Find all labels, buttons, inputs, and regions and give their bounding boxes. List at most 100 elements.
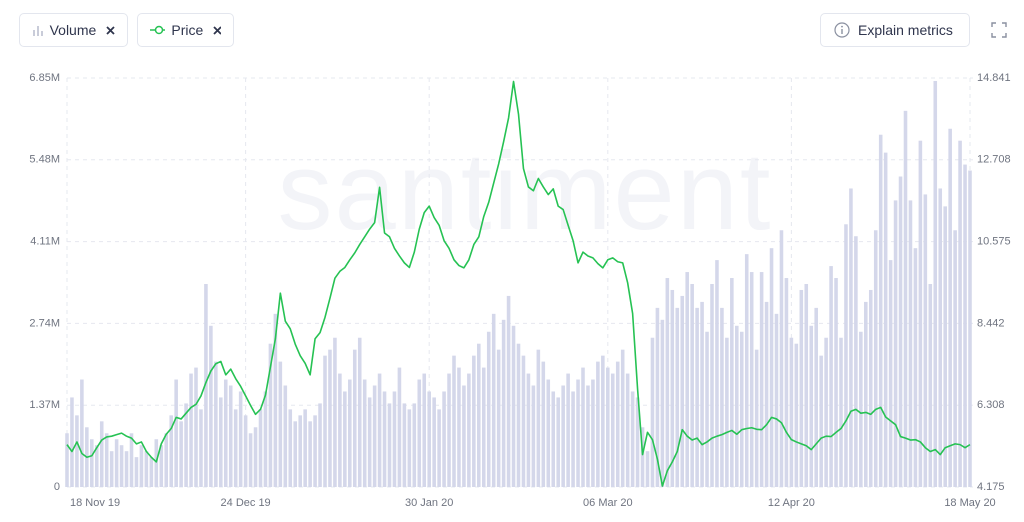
volume-bar <box>665 278 670 487</box>
volume-bar <box>219 397 223 487</box>
volume-bar <box>477 343 481 487</box>
volume-icon <box>33 26 43 36</box>
volume-bar <box>278 361 283 487</box>
volume-bar <box>551 391 556 487</box>
volume-bar <box>546 379 551 487</box>
volume-toggle[interactable]: Volume <box>19 13 128 47</box>
y2-tick-label: 6.308 <box>977 399 1005 411</box>
volume-bar <box>923 194 928 487</box>
volume-bar <box>794 343 799 487</box>
volume-bar <box>918 140 923 488</box>
volume-bar <box>749 272 754 487</box>
volume-bar <box>402 403 407 487</box>
volume-bar <box>764 301 769 487</box>
volume-bar <box>943 206 947 488</box>
volume-bar <box>606 367 610 487</box>
remove-icon[interactable] <box>213 25 221 35</box>
x-tick-label: 06 Mar 20 <box>583 497 633 509</box>
volume-bar <box>670 289 675 487</box>
volume-bar <box>601 355 605 487</box>
price-line <box>66 80 971 487</box>
volume-bar <box>819 355 823 487</box>
volume-bar <box>303 409 307 487</box>
volume-bar <box>720 307 724 487</box>
volume-bar <box>928 283 933 487</box>
volume-bar <box>427 391 431 487</box>
volume-bar <box>199 409 203 487</box>
volume-bar <box>948 128 952 487</box>
y-tick-label: 6.85M <box>29 72 60 84</box>
volume-bar <box>124 451 129 487</box>
price-icon <box>150 25 166 35</box>
volume-bar <box>635 397 640 487</box>
volume-bar <box>243 415 248 487</box>
volume-bar <box>660 319 665 487</box>
volume-bar <box>119 445 124 487</box>
volume-bar <box>288 409 293 487</box>
volume-bar <box>645 451 650 487</box>
volume-bar <box>640 427 645 487</box>
volume-bar <box>536 349 541 487</box>
volume-bar <box>377 373 382 487</box>
volume-bar <box>129 433 134 487</box>
volume-bar <box>620 349 625 487</box>
volume-bar <box>873 230 878 487</box>
volume-bar <box>352 349 357 487</box>
volume-bar <box>149 457 154 487</box>
volume-bar <box>328 349 332 487</box>
volume-bar <box>258 409 263 487</box>
volume-bar <box>680 295 685 487</box>
volume-bar <box>159 445 164 487</box>
volume-bar <box>214 361 218 487</box>
volume-bar <box>397 367 402 487</box>
volume-bar <box>90 439 94 487</box>
volume-bar <box>849 188 853 488</box>
volume-bar <box>174 379 178 487</box>
volume-bar <box>744 254 749 487</box>
volume-bar <box>318 403 322 487</box>
info-icon <box>834 22 850 38</box>
volume-bar <box>109 451 114 487</box>
volume-bar <box>591 379 595 487</box>
y2-tick-label: 10.575 <box>977 235 1011 247</box>
volume-bar <box>958 140 962 488</box>
x-tick-label: 18 May 20 <box>944 497 995 509</box>
x-tick-label: 30 Jan 20 <box>405 497 453 509</box>
price-toggle[interactable]: Price <box>137 13 234 47</box>
volume-bar <box>814 307 818 487</box>
fullscreen-button[interactable] <box>991 22 1007 38</box>
volume-bar <box>283 385 288 487</box>
volume-bar <box>730 278 734 487</box>
volume-bar <box>561 385 565 487</box>
volume-bar <box>223 379 228 487</box>
y-tick-label: 5.48M <box>29 154 60 166</box>
volume-bar <box>253 427 258 487</box>
volume-bar <box>134 457 139 487</box>
volume-bar <box>809 325 814 487</box>
y2-tick-label: 14.841 <box>977 72 1011 84</box>
volume-bar <box>630 391 635 487</box>
volume-bar <box>779 230 784 487</box>
volume-bar <box>75 415 79 487</box>
volume-bar <box>774 313 779 487</box>
volume-bar <box>898 176 903 487</box>
volume-bar <box>610 373 615 487</box>
volume-bar <box>467 373 471 487</box>
explain-metrics-button[interactable]: Explain metrics <box>820 13 970 47</box>
volume-bar <box>650 337 655 487</box>
volume-bar <box>372 385 377 487</box>
volume-bar <box>963 164 967 487</box>
y-tick-label: 4.11M <box>30 236 60 248</box>
volume-bar <box>308 421 312 487</box>
remove-icon[interactable] <box>106 25 115 35</box>
volume-bar <box>506 295 511 487</box>
volume-bar <box>65 433 69 487</box>
volume-bar <box>804 283 809 487</box>
volume-bar <box>412 403 417 487</box>
volume-bar <box>139 445 144 487</box>
x-tick-label: 12 Apr 20 <box>768 497 815 509</box>
volume-bar <box>754 349 759 487</box>
volume-bar <box>854 236 858 487</box>
